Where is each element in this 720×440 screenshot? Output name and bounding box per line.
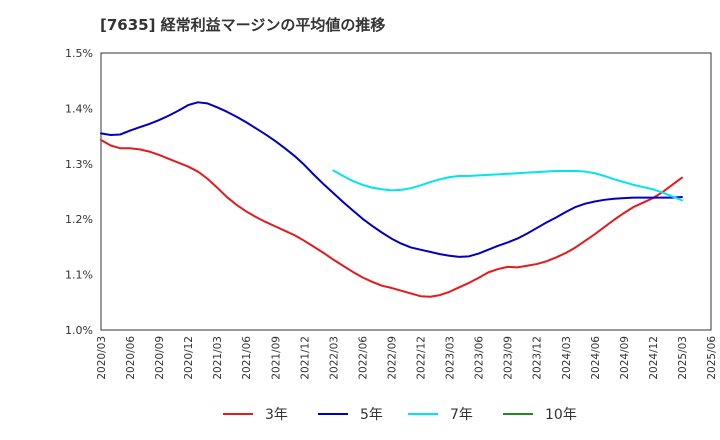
x-tick-label: 2025/03 [677,336,689,380]
x-tick-label: 2024/03 [561,336,573,380]
legend-label: 7年 [450,407,473,423]
series-line-2 [100,101,683,258]
x-tick-label: 2025/06 [706,336,718,380]
legend-label: 5年 [360,407,383,423]
x-tick-label: 2023/12 [532,336,544,380]
legend-label: 10年 [545,407,577,423]
x-tick-label: 2023/09 [503,336,515,380]
y-tick-label: 1.5% [65,47,93,60]
series-line-3 [332,169,683,202]
x-tick-label: 2023/03 [445,336,457,380]
y-tick-label: 1.0% [65,324,93,337]
chart-title: [7635] 経常利益マージンの平均値の推移 [100,16,386,34]
x-tick-label: 2021/03 [212,336,224,380]
x-tick-label: 2024/12 [648,336,660,380]
x-tick-label: 2021/12 [299,336,311,380]
x-tick-label: 2024/09 [619,336,631,380]
series-line-1 [100,138,683,298]
x-tick-label: 2022/06 [357,336,369,380]
y-tick-label: 1.1% [65,269,93,282]
x-tick-label: 2021/06 [241,336,253,380]
x-tick-label: 2022/09 [386,336,398,380]
x-tick-label: 2020/06 [125,336,137,380]
x-tick-label: 2020/12 [183,336,195,380]
x-tick-label: 2023/06 [474,336,486,380]
legend-label: 3年 [265,407,288,423]
x-tick-label: 2021/09 [270,336,282,380]
series-lines [100,101,683,298]
y-tick-label: 1.2% [65,213,93,226]
x-tick-label: 2020/03 [96,336,108,380]
x-tick-label: 2024/06 [590,336,602,380]
y-tick-label: 1.3% [65,158,93,171]
x-tick-label: 2022/12 [416,336,428,380]
axes: 1.0% 1.1% 1.2% 1.3% 1.4% 1.5% 2020/03 2020/06 20… [65,47,718,380]
x-tick-label: 2022/03 [328,336,340,380]
legend: 3年 5年 7年 10年 [223,407,577,423]
y-tick-label: 1.4% [65,102,93,115]
plot-frame [100,52,712,331]
x-tick-label: 2020/09 [154,336,166,380]
